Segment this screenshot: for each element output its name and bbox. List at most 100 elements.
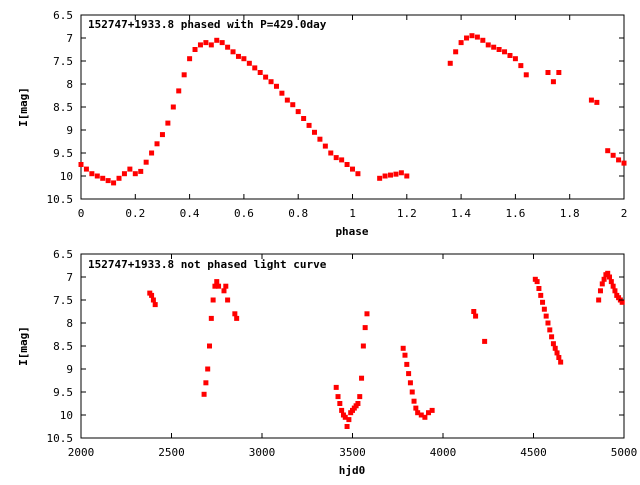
data-point: [556, 355, 562, 360]
data-point: [346, 417, 352, 423]
data-point: [214, 279, 220, 285]
data-point: [132, 171, 138, 177]
data-point: [473, 313, 479, 319]
data-point: [333, 384, 339, 390]
data-point: [447, 60, 453, 66]
data-point: [212, 283, 218, 289]
data-point: [599, 281, 605, 287]
data-point: [355, 171, 361, 177]
data-point: [491, 44, 497, 50]
chart-title: 152747+1933.8 phased with P=429.0day: [88, 18, 327, 31]
data-point: [540, 299, 546, 305]
x-tick-label: 4000: [430, 446, 457, 459]
data-point: [94, 173, 100, 179]
y-tick-label: 9.5: [53, 386, 73, 399]
data-point: [411, 398, 417, 404]
data-point: [100, 175, 106, 181]
x-axis-ticks: 2000 2500 3000 3500 4000 4500 5000: [68, 254, 637, 459]
unphased-points: [147, 270, 625, 429]
data-point: [246, 60, 252, 66]
x-tick-label: 2: [621, 207, 628, 220]
data-point: [545, 320, 551, 326]
data-point: [480, 37, 486, 43]
data-point: [355, 401, 361, 406]
data-point: [214, 37, 220, 43]
y-axis-ticks: 6.5 7 7.5 8 8.5 9 9.5 10 10.5: [47, 248, 624, 445]
x-axis-label: phase: [335, 225, 368, 238]
data-point: [350, 166, 355, 172]
data-point: [201, 391, 207, 397]
data-point: [610, 283, 616, 289]
data-point: [382, 173, 388, 179]
data-point: [328, 150, 334, 156]
data-point: [221, 288, 227, 294]
data-point: [116, 175, 122, 181]
data-point: [608, 279, 614, 285]
data-point: [413, 405, 419, 411]
data-point: [458, 40, 464, 46]
data-point: [616, 157, 622, 163]
data-point: [422, 414, 428, 420]
y-tick-label: 10.5: [47, 432, 74, 445]
data-point: [344, 424, 350, 429]
data-point: [594, 99, 600, 105]
data-point: [263, 74, 269, 80]
data-point: [127, 166, 133, 172]
x-tick-label: 0.4: [180, 207, 200, 220]
data-point: [216, 283, 222, 289]
data-point: [357, 394, 363, 400]
data-point: [279, 90, 285, 96]
data-point: [496, 47, 502, 52]
data-point: [152, 302, 158, 308]
x-tick-label: 0: [78, 207, 85, 220]
data-point: [502, 49, 508, 55]
x-tick-label: 1.8: [560, 207, 580, 220]
data-point: [210, 297, 216, 303]
data-point: [89, 171, 95, 177]
y-tick-label: 6.5: [53, 9, 73, 22]
x-tick-label: 1.4: [451, 207, 471, 220]
x-axis-ticks: 0 0.2 0.4 0.6 0.8 1 1.2 1.4 1.6 1.8 2: [78, 15, 628, 220]
data-point: [111, 180, 117, 186]
data-point: [208, 42, 214, 48]
data-point: [306, 122, 312, 128]
data-point: [406, 371, 412, 377]
y-tick-label: 8.5: [53, 101, 73, 114]
data-point: [543, 313, 549, 319]
y-tick-label: 10.5: [47, 193, 74, 206]
data-point: [547, 327, 553, 333]
data-point: [337, 401, 343, 406]
data-point: [339, 157, 345, 163]
x-tick-label: 0.2: [125, 207, 145, 220]
data-point: [407, 380, 413, 386]
data-point: [605, 270, 611, 276]
data-point: [121, 171, 127, 177]
data-point: [596, 297, 602, 303]
data-point: [409, 389, 415, 395]
data-point: [377, 175, 383, 181]
data-point: [268, 79, 274, 85]
data-point: [223, 283, 229, 289]
data-point: [556, 70, 562, 75]
data-point: [552, 345, 558, 351]
data-point: [621, 160, 627, 166]
data-point: [554, 350, 560, 356]
y-tick-label: 7.5: [53, 55, 73, 68]
data-point: [393, 171, 399, 177]
data-point: [415, 410, 421, 416]
data-point: [601, 276, 607, 282]
data-point: [538, 292, 544, 298]
data-point: [150, 297, 156, 303]
data-point: [170, 104, 176, 110]
data-point: [605, 148, 611, 154]
y-tick-label: 6.5: [53, 248, 73, 261]
data-point: [295, 109, 301, 115]
data-point: [230, 49, 236, 55]
y-tick-label: 8: [66, 317, 73, 330]
y-tick-label: 7: [66, 271, 73, 284]
x-tick-label: 1.2: [397, 207, 417, 220]
y-axis-ticks: 6.5 7 7.5 8 8.5 9 9.5 10 10.5: [47, 9, 624, 206]
data-point: [322, 143, 328, 149]
